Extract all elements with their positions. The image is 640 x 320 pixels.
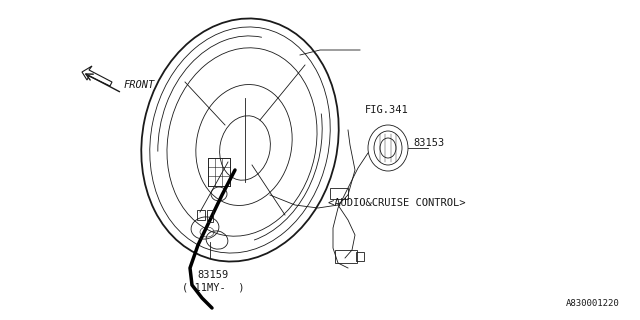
Bar — [356, 252, 364, 261]
Bar — [197, 210, 205, 220]
Text: FIG.341: FIG.341 — [365, 105, 409, 115]
Text: FRONT: FRONT — [124, 80, 156, 90]
Bar — [330, 188, 348, 199]
Bar — [208, 158, 230, 186]
Text: 83153: 83153 — [413, 138, 444, 148]
Bar — [335, 250, 357, 263]
Text: <AUDIO&CRUISE CONTROL>: <AUDIO&CRUISE CONTROL> — [328, 198, 465, 208]
Text: 83159: 83159 — [197, 270, 228, 280]
Bar — [207, 210, 213, 222]
Text: A830001220: A830001220 — [566, 299, 620, 308]
Text: ('11MY-  ): ('11MY- ) — [182, 282, 244, 292]
